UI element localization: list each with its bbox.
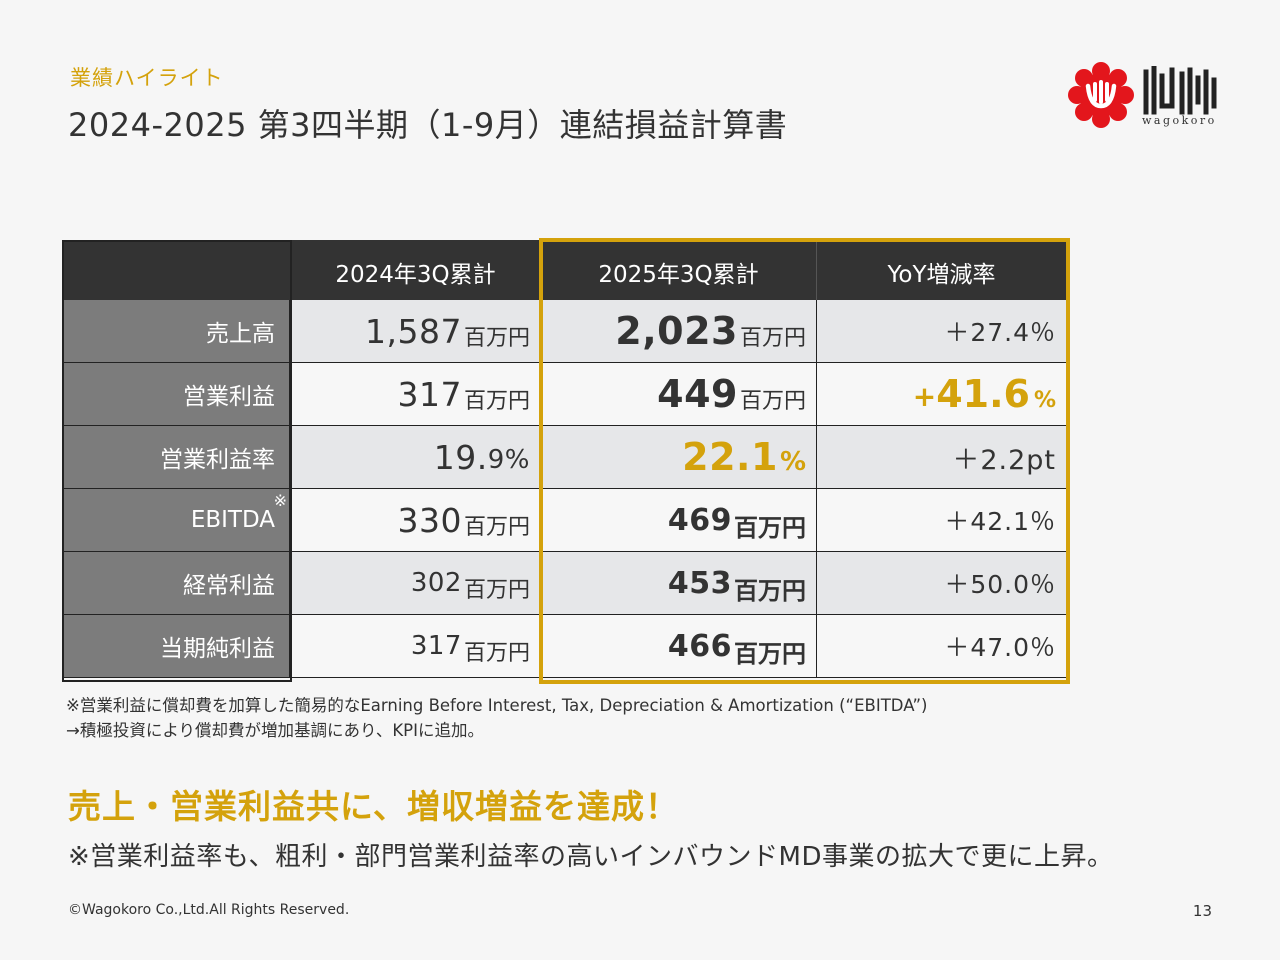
value-2024-unit: 百万円 — [463, 515, 530, 540]
table-row: 営業利益 317 百万円 449 百万円 +41.6% — [62, 363, 1066, 426]
row-label: 売上高 — [62, 300, 290, 363]
value-2024: 317 百万円 — [290, 615, 540, 678]
value-2025-unit: 百万円 — [734, 639, 806, 668]
value-2024-number: 317 — [410, 631, 462, 661]
value-yoy: +41.6% — [816, 363, 1066, 426]
row-label: 営業利益 — [62, 363, 290, 426]
table-row: 営業利益率 19. 9% 22.1% ＋2.2pt — [62, 426, 1066, 489]
value-2024: 1,587 百万円 — [290, 300, 540, 363]
value-2024-number: 19. — [433, 437, 488, 477]
yoy-unit: % — [1033, 387, 1056, 413]
headline: 売上・営業利益共に、増収増益を達成！ — [68, 787, 680, 826]
value-yoy: ＋2.2pt — [816, 426, 1066, 489]
income-statement-table: 2024年3Q累計 2025年3Q累計 YoY増減率 売上高 1,587 百万円 … — [62, 238, 1070, 684]
page-title: 2024-2025 第3四半期（1-9月）連結損益計算書 — [68, 106, 788, 144]
value-2025-number: 466 — [667, 628, 732, 664]
table-header-row: 2024年3Q累計 2025年3Q累計 YoY増減率 — [62, 240, 1066, 303]
table-row: EBITDA ※ 330 百万円 469 百万円 ＋42.1％ — [62, 489, 1066, 552]
value-2025-unit: 百万円 — [734, 513, 806, 542]
row-label: 当期純利益 — [62, 615, 290, 678]
value-2024-number: 330 — [397, 500, 462, 540]
value-2025: 453 百万円 — [540, 552, 816, 615]
value-2025-number: 469 — [667, 502, 732, 538]
row-label: 営業利益率 — [62, 426, 290, 489]
value-2025-number: 22.1 — [682, 435, 778, 479]
value-2025-number: 449 — [657, 372, 738, 416]
value-2025-unit: 百万円 — [739, 389, 806, 414]
value-2024-unit: 百万円 — [463, 578, 530, 603]
copyright: ©Wagokoro Co.,Ltd.All Rights Reserved. — [68, 902, 350, 918]
table-row: 当期純利益 317 百万円 466 百万円 ＋47.0％ — [62, 615, 1066, 678]
wagokoro-wordmark-icon — [1143, 66, 1217, 115]
table-row: 売上高 1,587 百万円 2,023 百万円 ＋27.4％ — [62, 300, 1066, 363]
value-2024-unit: 百万円 — [463, 641, 530, 666]
value-2025: 449 百万円 — [540, 363, 816, 426]
value-yoy: ＋42.1％ — [816, 489, 1066, 552]
value-2025-number: 2,023 — [615, 309, 738, 353]
value-yoy: ＋50.0％ — [816, 552, 1066, 615]
value-2025-unit: 百万円 — [739, 326, 806, 351]
footnote-ebitda: ※営業利益に償却費を加算した簡易的なEarning Before Interes… — [66, 696, 928, 715]
value-2024: 302 百万円 — [290, 552, 540, 615]
value-2025-unit: 百万円 — [734, 576, 806, 605]
value-2024: 19. 9% — [290, 426, 540, 489]
value-2024-unit: 百万円 — [463, 326, 530, 351]
logo-romaji: wagokoro — [1142, 114, 1217, 127]
yoy-text: ＋42.1％ — [944, 507, 1056, 536]
value-2024: 330 百万円 — [290, 489, 540, 552]
value-2025: 2,023 百万円 — [540, 300, 816, 363]
yoy-text: ＋50.0％ — [944, 570, 1056, 599]
value-2025: 469 百万円 — [540, 489, 816, 552]
yoy-text: ＋2.2pt — [952, 444, 1056, 476]
value-2024-unit: 百万円 — [463, 389, 530, 414]
header-yoy: YoY増減率 — [816, 240, 1066, 303]
value-2024-number: 317 — [397, 374, 462, 414]
section-label: 業績ハイライト — [70, 66, 224, 90]
yoy-text: ＋47.0％ — [944, 633, 1056, 662]
row-label-text: EBITDA — [190, 507, 275, 533]
value-2024-number: 302 — [410, 568, 462, 598]
yoy-text: ＋27.4％ — [944, 318, 1056, 347]
yoy-number: 41.6 — [936, 372, 1030, 416]
subline: ※営業利益率も、粗利・部門営業利益率の高いインバウンドMD事業の拡大で更に上昇。 — [68, 842, 1114, 872]
value-2025-number: 453 — [667, 565, 732, 601]
yoy-sign: + — [912, 379, 937, 413]
wagokoro-mark-icon — [1068, 62, 1134, 128]
value-yoy: ＋27.4％ — [816, 300, 1066, 363]
note-mark: ※ — [273, 491, 287, 510]
table-row: 経常利益 302 百万円 453 百万円 ＋50.0％ — [62, 552, 1066, 615]
value-yoy: ＋47.0％ — [816, 615, 1066, 678]
value-2025: 22.1% — [540, 426, 816, 489]
company-logo: wagokoro — [1068, 58, 1228, 138]
value-2025-unit: % — [779, 447, 806, 477]
header-2024-3q: 2024年3Q累計 — [290, 240, 540, 303]
value-2024-number: 1,587 — [365, 311, 462, 351]
row-label: 経常利益 — [62, 552, 290, 615]
row-label: EBITDA ※ — [62, 489, 290, 552]
value-2024-decimal: 9% — [487, 445, 530, 475]
page-number: 13 — [1192, 902, 1212, 920]
header-2025-3q: 2025年3Q累計 — [540, 240, 816, 303]
value-2024: 317 百万円 — [290, 363, 540, 426]
footnote-kpi: →積極投資により償却費が増加基調にあり、KPIに追加。 — [66, 721, 484, 740]
header-blank-cell — [62, 240, 290, 303]
value-2025: 466 百万円 — [540, 615, 816, 678]
